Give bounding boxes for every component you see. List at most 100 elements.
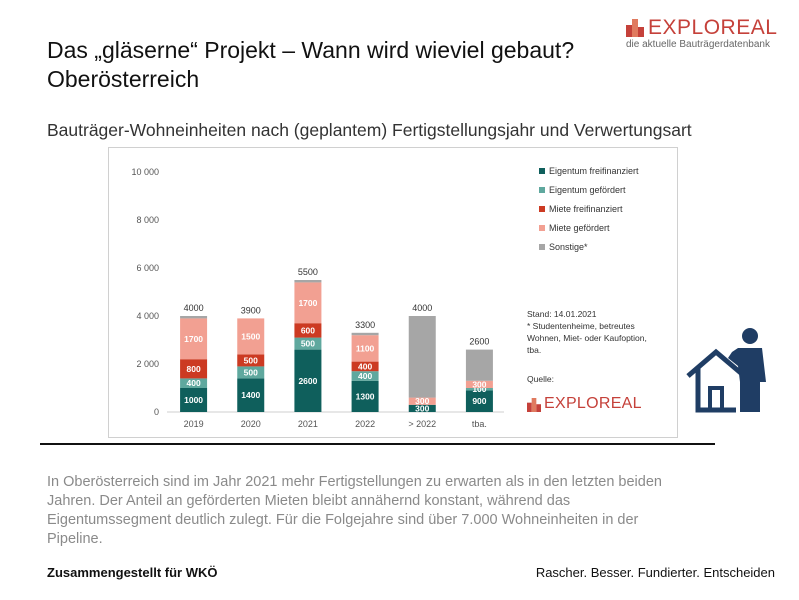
chart-panel: 0 2 000 4 000 6 000 8 000 10 000 1000 400 800 170…	[108, 147, 678, 438]
bar-segment	[237, 378, 265, 412]
chart-note: Stand: 14.01.2021 * Studentenheime, betr…	[527, 308, 667, 356]
bar-segment	[180, 316, 208, 319]
bar-total-label: 3900	[241, 305, 261, 315]
bar-segment	[237, 318, 265, 355]
bar-total-label: 5500	[298, 267, 318, 277]
bar-segment	[237, 354, 265, 367]
bar-segment	[465, 390, 493, 412]
y-tick-label: 4 000	[136, 311, 159, 321]
bar-segment	[408, 316, 436, 398]
title-line-1: Das „gläserne“ Projekt – Wann wird wievi…	[47, 37, 575, 63]
note-stand: Stand: 14.01.2021	[527, 309, 597, 319]
bar-data-label: 300	[415, 396, 429, 406]
bar-data-label: 400	[358, 361, 372, 371]
y-tick-label: 2 000	[136, 359, 159, 369]
bar-segment	[408, 397, 436, 405]
logo-word: EXPLOREAL	[648, 16, 778, 39]
x-tick-label: 2019	[184, 419, 204, 429]
bar-segment	[465, 380, 493, 388]
legend-entry: Sonstige*	[539, 242, 639, 261]
logo-tagline: die aktuelle Bauträgerdatenbank	[626, 39, 770, 50]
bar-segment	[294, 280, 322, 283]
legend-label: Eigentum freifinanziert	[549, 166, 639, 176]
y-tick-label: 8 000	[136, 215, 159, 225]
legend-swatch	[539, 244, 545, 250]
legend-swatch	[539, 225, 545, 231]
bar-data-label: 2600	[298, 376, 317, 386]
bar-data-label: 100	[472, 384, 486, 394]
legend-swatch	[539, 187, 545, 193]
y-tick-label: 6 000	[136, 263, 159, 273]
bar-segment	[294, 337, 322, 350]
bar-segment	[351, 371, 379, 381]
exploreal-logo: EXPLOREAL die aktuelle Bauträgerdatenban…	[626, 16, 786, 53]
x-tick-label: tba.	[472, 419, 487, 429]
source-logo: EXPLOREAL	[527, 395, 657, 416]
bar-total-label: 4000	[412, 303, 432, 313]
footer-slogan: Rascher. Besser. Fundierter. Entscheiden	[535, 565, 775, 580]
bar-data-label: 1500	[241, 331, 260, 341]
bar-data-label: 400	[186, 378, 200, 388]
bar-segment	[465, 349, 493, 381]
bar-data-label: 500	[244, 355, 258, 365]
bar-segment	[180, 378, 208, 388]
bar-data-label: 900	[472, 396, 486, 406]
bar-segment	[180, 388, 208, 412]
legend-label: Miete gefördert	[549, 223, 610, 233]
bar-segment	[180, 318, 208, 360]
note-footnote-2: Wohnen, Miet- oder Kaufoption,	[527, 333, 647, 343]
divider	[40, 443, 715, 445]
bar-data-label: 1000	[184, 395, 203, 405]
footer-credit: Zusammengestellt für WKÖ	[47, 565, 218, 580]
legend-entry: Miete freifinanziert	[539, 204, 639, 223]
page-title: Das „gläserne“ Projekt – Wann wird wievi…	[47, 36, 574, 94]
bar-data-label: 400	[358, 371, 372, 381]
bar-segment	[465, 388, 493, 391]
bar-data-label: 500	[244, 367, 258, 377]
bar-segment	[180, 359, 208, 379]
x-tick-label: 2021	[298, 419, 318, 429]
bar-data-label: 800	[186, 364, 200, 374]
summary-line-4: Pipeline.	[47, 531, 103, 547]
legend-entry: Eigentum freifinanziert	[539, 166, 639, 185]
legend-entry: Eigentum gefördert	[539, 185, 639, 204]
bar-segment	[351, 332, 379, 336]
y-tick-label: 0	[154, 407, 159, 417]
note-footnote-1: * Studentenheime, betreutes	[527, 321, 635, 331]
bar-data-label: 1400	[241, 390, 260, 400]
legend-label: Miete freifinanziert	[549, 204, 623, 214]
bar-segment	[294, 349, 322, 412]
bar-data-label: 1700	[184, 334, 203, 344]
summary-line-1: In Oberösterreich sind im Jahr 2021 mehr…	[47, 474, 662, 490]
legend-swatch	[539, 168, 545, 174]
x-tick-label: > 2022	[408, 419, 436, 429]
bar-total-label: 4000	[184, 303, 204, 313]
title-line-2: Oberösterreich	[47, 66, 200, 92]
summary-line-3: Eigentumssegment deutlich zulegt. Für di…	[47, 512, 639, 528]
stacked-bar-chart: 0 2 000 4 000 6 000 8 000 10 000 1000 400 800 170…	[131, 167, 504, 429]
legend-entry: Miete gefördert	[539, 223, 639, 242]
bar-segment	[351, 335, 379, 362]
person-with-house-icon	[686, 328, 766, 413]
summary-line-2: Jahren. Der Anteil an geförderten Mieten…	[47, 493, 571, 509]
legend-label: Sonstige*	[549, 242, 588, 252]
x-tick-label: 2020	[241, 419, 261, 429]
legend-swatch	[539, 206, 545, 212]
source-logo-word: EXPLOREAL	[544, 395, 642, 412]
summary-text: In Oberösterreich sind im Jahr 2021 mehr…	[47, 473, 727, 549]
chart-legend: Eigentum freifinanziert Eigentum geförder…	[539, 166, 639, 261]
bar-segment	[351, 361, 379, 372]
building-blocks-icon	[626, 19, 644, 37]
bar-total-label: 3300	[355, 320, 375, 330]
bar-segment	[294, 282, 322, 324]
bar-data-label: 600	[301, 325, 315, 335]
legend-label: Eigentum gefördert	[549, 185, 626, 195]
bar-data-label: 500	[301, 339, 315, 349]
x-tick-label: 2022	[355, 419, 375, 429]
bar-total-label: 2600	[469, 337, 489, 347]
bar-segment	[351, 380, 379, 412]
bar-segment	[237, 366, 265, 379]
bar-data-label: 300	[415, 403, 429, 413]
bar-data-label: 1100	[356, 343, 375, 353]
bar-data-label: 1700	[298, 298, 317, 308]
